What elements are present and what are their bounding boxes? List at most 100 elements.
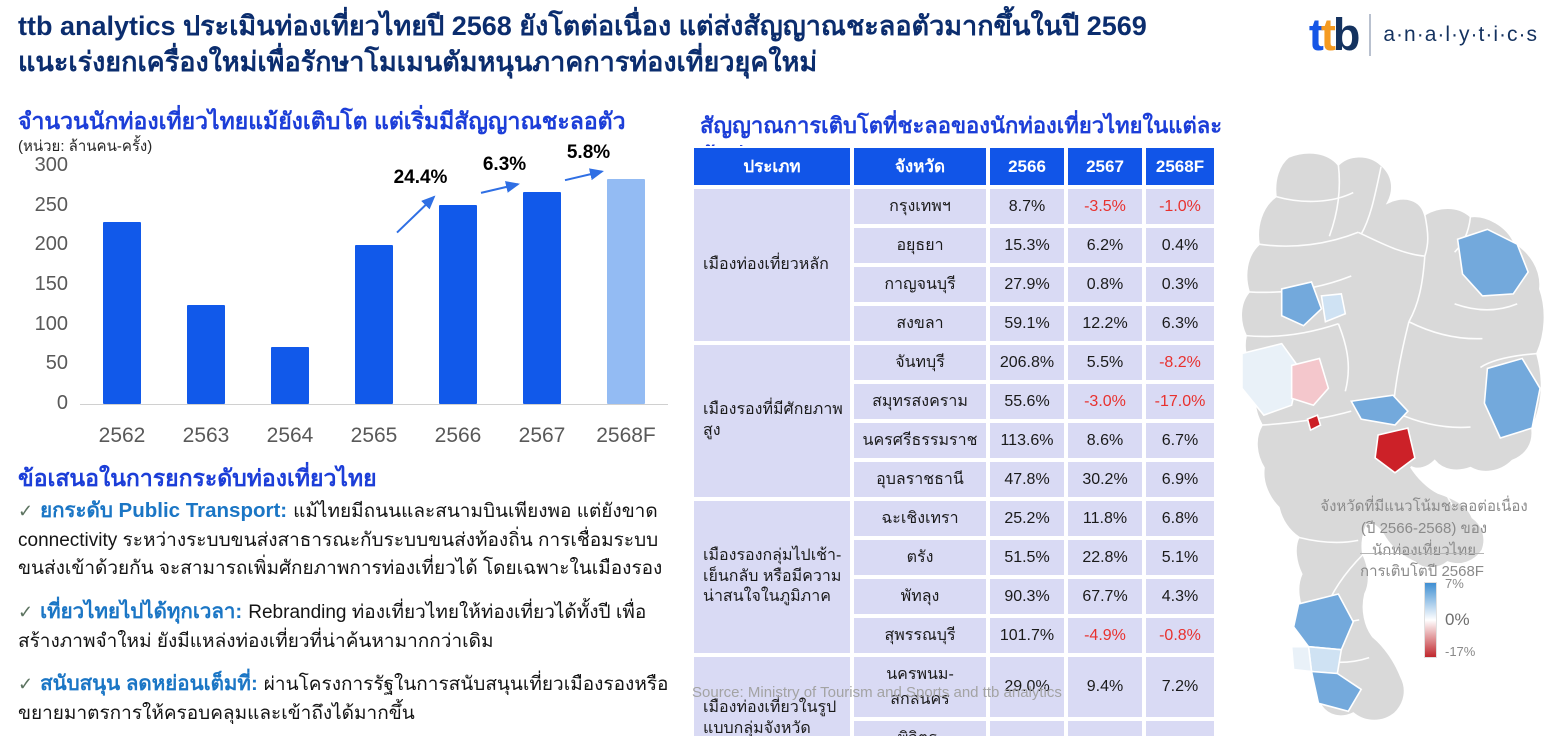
growth-value-cell: 22.8% [1066,538,1144,577]
y-axis-tick: 50 [45,352,68,375]
highlighted-provinces [1241,228,1541,713]
bar-2564 [271,346,309,404]
growth-value-cell: 51.5% [988,538,1066,577]
growth-value-cell: 6.2% [1066,226,1144,265]
x-axis-label: 2562 [98,424,146,447]
proposal-item-subsidy: ✓ สนับสนุน ลดหย่อนเต็มที่: ผ่านโครงการรัฐใ… [18,669,678,728]
category-cell: เมืองรองที่มีศักยภาพสูง [692,343,852,499]
map-caption: จังหวัดที่มีแนวโน้มชะลอต่อเนื่อง (ปี 256… [1300,496,1548,561]
table-row: กาญจนบุรี 27.9% 0.8% 0.3% [692,265,1216,304]
growth-value-cell: 5.5% [1066,343,1144,382]
growth-value-cell: 6.0% [1066,719,1144,736]
proposal-text: Rebranding ท่องเที่ยวไทยให้ท่องเที่ยวได้… [18,601,647,652]
growth-value-cell: 15.3% [988,226,1066,265]
col-header-2568f: 2568F [1144,146,1216,187]
thailand-choropleth-map [1234,142,1550,732]
x-axis-label: 2566 [434,424,482,447]
y-axis-tick: 300 [34,154,68,176]
province-cell: พัทลุง [852,577,988,616]
growth-arrow [480,181,520,194]
growth-value-cell: 8.7% [988,187,1066,226]
growth-value-cell: 47.8% [988,460,1066,499]
proposals-list: ✓ ยกระดับ Public Transport: แม้ไทยมีถนนและ… [18,496,678,736]
proposal-item-rebranding: ✓ เที่ยวไทยไปได้ทุกเวลา: Rebranding ท่องเท… [18,597,678,656]
logo-analytics-text: a·n·a·l·y·t·i·c·s [1383,22,1538,46]
table-row: เมืองท่องเที่ยวในรูปแบบกลุ่มจังหวัด นครพน… [692,655,1216,736]
proposal-text: ผ่านโครงการรัฐในการสนับสนุนเที่ยวเมืองรอ… [18,674,669,724]
thailand-map-svg [1240,151,1546,722]
category-cell: เมืองท่องเที่ยวหลัก [692,187,852,343]
table-row: สมุทรสงคราม 55.6% -3.0% -17.0% [692,382,1216,421]
y-axis-tick: 0 [56,392,68,414]
x-axis-label: 2564 [266,424,314,447]
growth-value-cell: 6.8% [1144,499,1216,538]
growth-value-cell: 4.3% [1144,577,1216,616]
growth-value-cell: -4.9% [1066,616,1144,655]
bar-2565 [355,244,393,404]
growth-arrow [564,168,604,182]
x-axis-label: 2568F [596,424,656,447]
map-caption-line1: จังหวัดที่มีแนวโน้มชะลอต่อเนื่อง [1320,498,1528,515]
province-cell: อยุธยา [852,226,988,265]
growth-value-cell: 30.2% [1066,460,1144,499]
proposal-text: แม้ไทยมีถนนและสนามบินเพียงพอ แต่ยังขาด c… [18,501,663,580]
chart-title: จำนวนนักท่องเที่ยวไทยแม้ยังเติบโต แต่เริ… [18,108,626,134]
growth-value-cell: 0.8% [1066,265,1144,304]
growth-value-cell: 6.7% [1144,421,1216,460]
province-phatthalung [1307,645,1343,675]
proposals-heading: ข้อเสนอในการยกระดับท่องเที่ยวไทย [18,465,377,491]
province-trang [1290,645,1313,673]
province-cell: ตรัง [852,538,988,577]
map-caption-line3: นักท่องเที่ยวไทย [1371,541,1476,559]
growth-value-cell: 101.7% [988,616,1066,655]
page-title-line1: ttb analytics ประเมินท่องเที่ยวไทยปี 256… [18,11,1147,41]
growth-value-cell: 25.2% [988,499,1066,538]
growth-value-cell: 6.3% [988,719,1066,736]
growth-value-cell: 0.4% [1144,226,1216,265]
logo-divider [1369,13,1372,56]
province-growth-table: ประเภท จังหวัด 2566 2567 2568F เมืองท่อง… [692,146,1216,736]
province-cell: สงขลา [852,304,988,343]
province-cell: อุบลราชธานี [852,460,988,499]
legend-color-scale [1424,582,1437,658]
growth-value-cell: 29.0% [988,655,1066,719]
y-axis-tick: 100 [34,312,68,335]
table-row: อุบลราชธานี 47.8% 30.2% 6.9% [692,460,1216,499]
growth-value-cell: 113.6% [988,421,1066,460]
growth-value-cell: 59.1% [988,304,1066,343]
proposal-lead: ยกระดับ Public Transport: [40,499,288,522]
province-samutsongkhram [1306,414,1322,432]
bar-2567 [523,192,561,404]
table-row: เมืองรองกลุ่มไปเช้า-เย็นกลับ หรือมีความน… [692,499,1216,655]
col-header-category: ประเภท [692,146,852,187]
table-row: พิจิตร-กำแพงเพชร6.3%6.0%4.5% [692,719,1216,736]
province-cell: ฉะเชิงเทรา [852,499,988,538]
x-axis-label: 2567 [518,424,566,447]
x-axis-label: 2563 [182,424,230,447]
table-row: ตรัง 51.5% 22.8% 5.1% [692,538,1216,577]
page-title: ttb analytics ประเมินท่องเที่ยวไทยปี 256… [18,8,1298,80]
growth-value-cell: 9.4% [1066,655,1144,719]
growth-value-cell: 4.5% [1144,719,1216,736]
proposal-lead: เที่ยวไทยไปได้ทุกเวลา: [40,599,243,623]
col-header-province: จังหวัด [852,146,988,187]
table-header-row: ประเภท จังหวัด 2566 2567 2568F [692,146,1216,187]
col-header-2567: 2567 [1066,146,1144,187]
page-title-line2: แนะเร่งยกเครื่องใหม่เพื่อรักษาโมเมนตัมหน… [18,47,818,77]
checkmark-icon: ✓ [18,601,34,622]
ttb-analytics-logo: ttb a·n·a·l·y·t·i·c·s [1309,12,1538,57]
y-axis-tick: 150 [34,273,68,295]
bar-2563 [187,304,225,404]
ttb-logo-wordmark: ttb [1308,9,1360,60]
bar-2566 [439,204,477,404]
growth-value-cell: 6.9% [1144,460,1216,499]
province-kanchanaburi [1241,342,1301,417]
growth-value-cell: 11.8% [1066,499,1144,538]
legend-min-label: -17% [1445,644,1476,659]
growth-value-cell: -1.0% [1144,187,1216,226]
category-cell: เมืองท่องเที่ยวในรูปแบบกลุ่มจังหวัด [692,655,852,736]
chart-unit-label: (หน่วย: ล้านคน-ครั้ง) [18,138,153,155]
province-nakhonphanom-sakon [1456,228,1530,297]
table-row: พัทลุง 90.3% 67.7% 4.3% [692,577,1216,616]
y-axis-tick: 250 [34,193,68,216]
